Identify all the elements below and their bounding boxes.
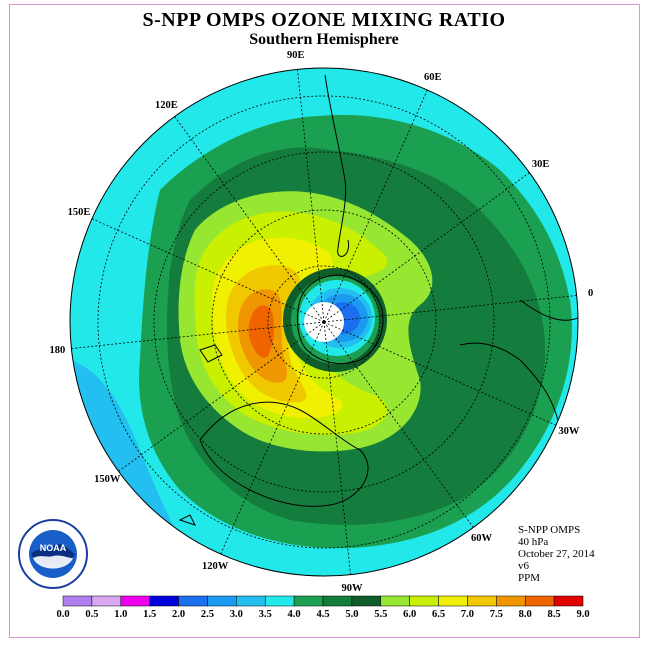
coastline-australia — [199, 401, 369, 507]
graticule — [71, 69, 577, 575]
coastlines — [178, 74, 578, 526]
coastline-antarctica — [296, 274, 384, 364]
colorbar-tick-label: 1.5 — [143, 609, 157, 620]
version-label: v6 — [518, 560, 529, 572]
colorbar-tick-label: 7.0 — [460, 609, 474, 620]
colorbar-tick-label: 0.0 — [56, 609, 70, 620]
colorbar-swatch — [149, 595, 179, 607]
longitude-label-150w: 150W — [94, 474, 121, 486]
latitude-circle-50s — [97, 95, 551, 549]
colorbar-tick-label: 3.0 — [229, 609, 243, 620]
colorbar-swatch — [496, 595, 526, 607]
latitude-circle-70s — [211, 209, 437, 435]
colorbar-swatch — [351, 595, 382, 607]
colorbar-tick-label: 0.5 — [85, 609, 99, 620]
colorbar-tick-label: 6.5 — [431, 609, 446, 620]
coastline-africa — [459, 299, 578, 431]
info-block: S-NPP OMPS 40 hPa October 27, 2014 v6 PP… — [518, 524, 595, 584]
colorbar-swatch — [553, 595, 584, 607]
coastline-south-america — [324, 74, 350, 257]
longitude-label-120w: 120W — [201, 561, 229, 573]
colorbar-tick-label: 5.0 — [345, 609, 359, 620]
longitude-label-90e: 90E — [286, 49, 305, 61]
page-frame — [9, 4, 640, 638]
latitude-circle-80s — [267, 265, 381, 379]
colorbar-tick-label: 8.0 — [518, 609, 532, 620]
colorbar-tick-label: 5.5 — [374, 609, 388, 620]
colorbar-swatch — [409, 595, 439, 607]
map-boundary — [69, 67, 579, 577]
map-title: S-NPP OMPS OZONE MIXING RATIO — [142, 9, 506, 31]
instrument-label: S-NPP OMPS — [518, 524, 581, 536]
ozone-band-7.5-8.0 — [248, 305, 275, 358]
colorbar-swatch — [178, 595, 208, 607]
colorbar-swatch — [293, 595, 324, 607]
colorbar-swatch — [380, 595, 410, 607]
longitude-label-30w: 30W — [558, 425, 580, 437]
longitude-label-30e: 30E — [531, 158, 550, 170]
longitude-label-90w: 90W — [341, 583, 363, 595]
colorbar-tick-label: 4.5 — [316, 609, 330, 620]
colorbar-swatch — [467, 595, 497, 607]
latitude-circle-60s — [153, 151, 495, 493]
colorbar-swatch — [236, 595, 266, 607]
colorbar-swatch — [524, 595, 555, 607]
colorbar-swatch — [91, 595, 122, 607]
longitude-label-150e: 150E — [67, 207, 91, 219]
longitude-label-120e: 120E — [154, 99, 178, 111]
colorbar-swatch — [120, 595, 150, 607]
colorbar-tick-label: 7.5 — [489, 609, 503, 620]
noaa-logo: NOAA — [18, 519, 88, 589]
colorbar-swatch — [322, 595, 353, 607]
colorbar-tick-label: 3.5 — [258, 609, 272, 620]
map-subtitle: Southern Hemisphere — [249, 31, 399, 48]
colorbar-swatch — [62, 595, 93, 607]
date-label: October 27, 2014 — [518, 548, 595, 560]
colorbar-tick-label: 2.5 — [200, 609, 214, 620]
longitude-label-0: 0 — [588, 288, 594, 300]
noaa-logo-text: NOAA — [40, 543, 67, 553]
longitude-label-60e: 60E — [424, 71, 442, 83]
pressure-level-label: 40 hPa — [518, 536, 549, 548]
colorbar-tick-label: 2.0 — [171, 609, 186, 620]
colorbar-tick-label: 8.5 — [547, 609, 561, 620]
colorbar-swatch — [264, 595, 295, 607]
longitude-label-180: 180 — [49, 344, 66, 356]
ozone-field — [70, 68, 578, 576]
coastline-islands — [178, 344, 223, 526]
colorbar-swatch — [207, 595, 237, 607]
colorbar-tick-label: 4.0 — [287, 609, 301, 620]
units-label: PPM — [518, 572, 541, 584]
longitude-label-60w: 60W — [471, 533, 493, 545]
colorbar-tick-label: 6.0 — [403, 609, 417, 620]
colorbar-swatches — [62, 595, 584, 607]
colorbar-tick-label: 9.0 — [576, 609, 590, 620]
colorbar-swatch — [438, 595, 468, 607]
noaa-logo-wave — [33, 555, 73, 569]
colorbar-tick-label: 1.0 — [114, 609, 128, 620]
